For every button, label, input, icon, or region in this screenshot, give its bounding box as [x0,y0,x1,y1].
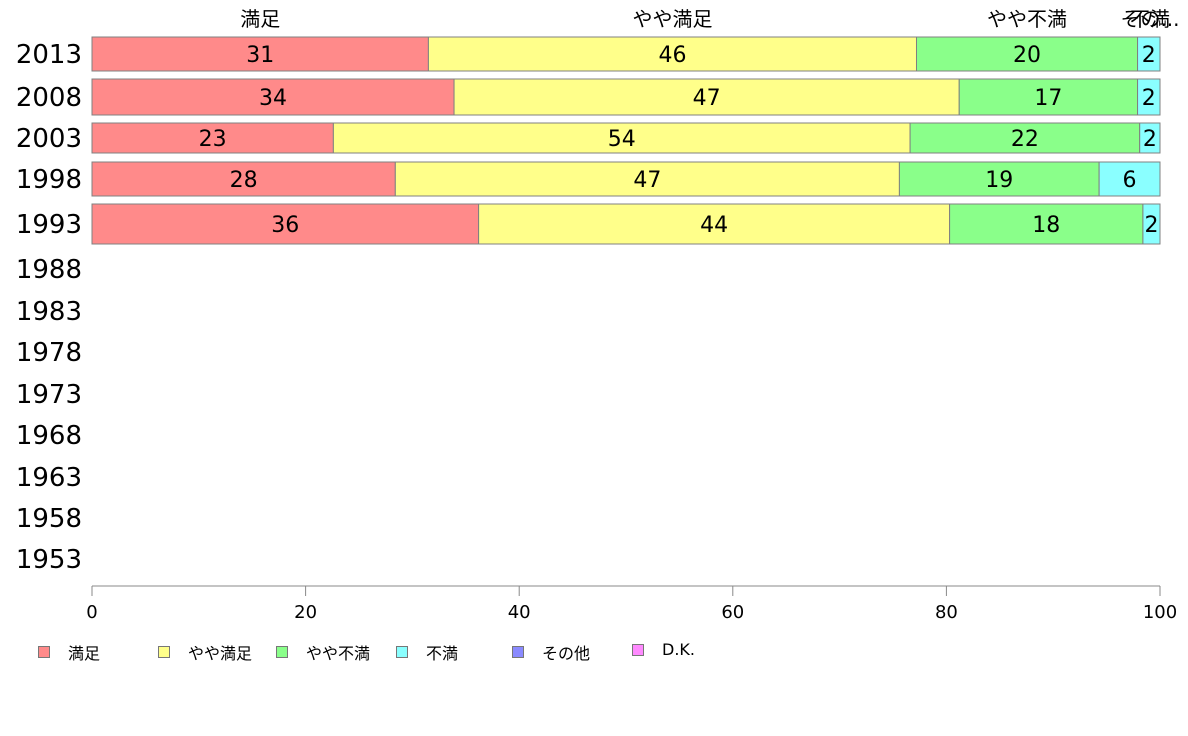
category-label: 1953 [16,545,82,575]
data-label: 17 [1034,86,1062,111]
legend-item: やや不満 [276,640,370,664]
category-label: 1998 [16,165,82,195]
data-label: 44 [700,213,728,238]
legend-label: 満足 [68,644,101,663]
data-label: 18 [1032,213,1060,238]
category-label: 1978 [16,338,82,368]
legend-label: D.K. [662,640,695,659]
bar-segment [909,122,1141,154]
bar-segment [1098,161,1161,197]
legend-swatch [396,646,408,658]
data-label: 54 [608,127,636,152]
x-tick-label: 80 [935,602,958,623]
segment-header-label: 不満 [1130,7,1170,31]
data-label: 6 [1123,168,1137,193]
legend-swatch [276,646,288,658]
x-tick-label: 20 [294,602,317,623]
x-tick-label: 0 [86,602,97,623]
category-label: 1983 [16,297,82,327]
category-label: 2008 [16,83,82,113]
bar-segment [91,203,480,245]
x-tick-label: 40 [508,602,531,623]
bar-segment [949,203,1144,245]
data-label: 47 [693,86,721,111]
category-labels: 2013 2008 2003 1998 1993 1988 1983 1978 1973 1968… [16,40,82,575]
category-label: 1963 [16,463,82,493]
bar-marks: 31 46 20 234 47 17 223 54 22 228 47 19 636 44 18 2 [91,36,1161,245]
data-label: 23 [199,127,227,152]
data-label: 22 [1011,127,1039,152]
data-label: 19 [985,168,1013,193]
top-labels: 満足 やや満足 やや不満 不満その... [240,7,1179,31]
bar-segment [394,161,900,197]
bar-segment [91,78,455,116]
category-label: 1973 [16,380,82,410]
bar-segment [332,122,911,154]
data-label: 2 [1142,43,1156,68]
bar-segment [898,161,1100,197]
data-label: 36 [271,213,299,238]
bar-segment [91,36,429,72]
bar-segment [91,161,396,197]
data-label: 28 [230,168,258,193]
legend-label: 不満 [426,644,459,663]
data-label: 2 [1143,127,1157,152]
data-label: 2 [1144,213,1158,238]
legend-label: その他 [542,644,591,663]
bar-segment [478,203,951,245]
segment-header-label: その... [1120,7,1179,31]
data-label: 31 [246,43,274,68]
category-label: 1993 [16,210,82,240]
category-label: 1968 [16,421,82,451]
legend-item: やや満足 [158,640,252,664]
category-label: 2013 [16,40,82,70]
category-label: 1988 [16,255,82,285]
bar-segment [1139,122,1161,154]
category-label: 2003 [16,124,82,154]
x-axis: 0 20 40 60 80 100 [86,585,1177,623]
bar-segment [91,122,334,154]
legend-item: その他 [512,640,590,664]
legend-swatch [512,646,524,658]
bar-segment [1137,78,1161,116]
legend-item: 不満 [396,640,458,664]
bar-segment [1137,36,1161,72]
data-label: 2 [1142,86,1156,111]
x-tick-label: 100 [1143,602,1177,623]
bar-segment [915,36,1139,72]
legend-item: 満足 [38,640,100,664]
data-label: 47 [633,168,661,193]
bar-segment [958,78,1139,116]
legend-label: やや満足 [188,644,253,663]
legend-swatch [158,646,170,658]
category-label: 1958 [16,504,82,534]
segment-header-label: 満足 [240,7,280,31]
x-tick-label: 60 [721,602,744,623]
bar-segment [453,78,960,116]
segment-header-label: やや満足 [632,7,712,31]
data-label: 34 [259,86,287,111]
legend-swatch [38,646,50,658]
bar-segment [427,36,917,72]
legend-label: やや不満 [306,644,371,663]
data-label: 20 [1013,43,1041,68]
data-label: 46 [658,43,686,68]
bar-segment [1142,203,1161,245]
segment-header-label: やや不満 [987,7,1067,31]
legend-swatch [632,643,644,656]
legend-item: D.K. [632,640,695,659]
